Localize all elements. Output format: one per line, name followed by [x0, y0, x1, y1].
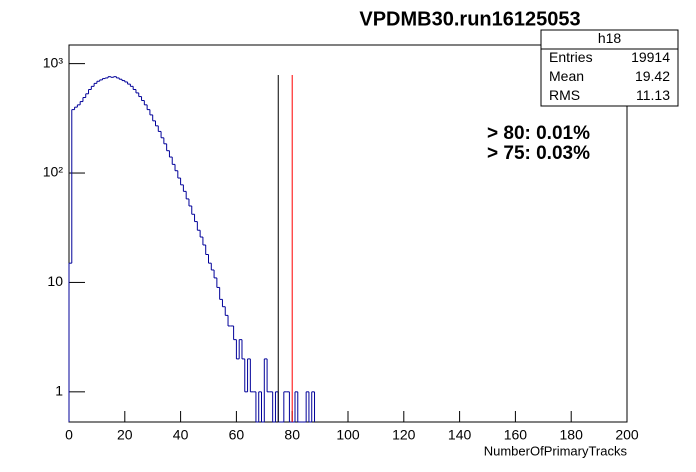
y-tick-label: 1: [55, 383, 63, 399]
x-tick-label: 120: [392, 427, 416, 443]
stats-key: RMS: [549, 87, 580, 103]
x-tick-label: 160: [504, 427, 528, 443]
x-tick-label: 0: [65, 427, 73, 443]
stats-value: 19914: [631, 49, 670, 65]
stats-key: Mean: [549, 68, 584, 84]
x-tick-label: 20: [117, 427, 133, 443]
stats-value: 19.42: [635, 68, 670, 84]
x-axis-label: NumberOfPrimaryTracks: [484, 443, 628, 458]
x-tick-label: 60: [229, 427, 245, 443]
stats-name: h18: [598, 30, 622, 46]
annotation: > 75: 0.03%: [487, 143, 590, 164]
stats-frame: [540, 29, 679, 107]
x-tick-label: 80: [284, 427, 300, 443]
x-tick-label: 40: [173, 427, 189, 443]
y-tick-label: 10: [47, 273, 63, 289]
y-tick-label: 10³: [43, 54, 64, 70]
stats-value: 11.13: [636, 87, 670, 103]
stats-box: h18 Entries 19914 Mean 19.42 RMS 11.13: [540, 29, 679, 107]
x-tick-label: 140: [448, 427, 472, 443]
x-tick-label: 100: [336, 427, 360, 443]
x-tick-label: 200: [615, 427, 639, 443]
annotation: > 80: 0.01%: [487, 123, 590, 144]
chart-title: VPDMB30.run16125053: [359, 8, 580, 30]
stats-key: Entries: [549, 49, 593, 65]
y-tick-label: 10²: [43, 164, 64, 180]
x-tick-label: 180: [560, 427, 584, 443]
